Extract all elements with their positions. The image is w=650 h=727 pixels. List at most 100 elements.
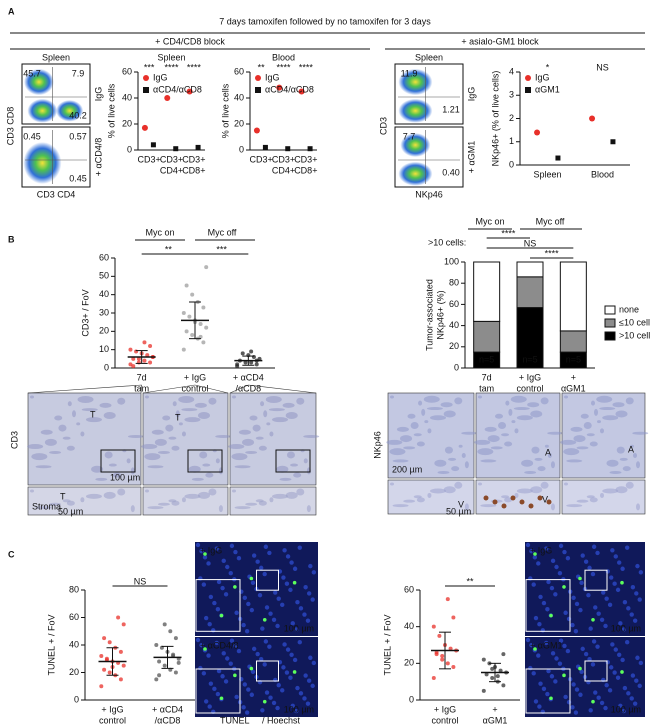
data-point [481, 657, 486, 662]
nucleus [284, 581, 290, 586]
nucleus [208, 681, 214, 686]
scale-label: 100 µm [284, 704, 314, 714]
micrograph-texture [282, 402, 295, 408]
nucleus [262, 571, 267, 577]
micrograph-texture [49, 450, 62, 454]
nucleus [251, 646, 257, 652]
nucleus [621, 627, 626, 632]
data-point [190, 333, 195, 337]
micrograph-texture [103, 411, 116, 419]
nucleus [276, 596, 281, 601]
nucleus [624, 545, 630, 550]
micrograph-texture [600, 428, 604, 434]
tunel-spot [233, 585, 237, 589]
micrograph-texture [487, 435, 500, 443]
micrograph-texture [165, 424, 174, 432]
nucleus [544, 546, 549, 551]
nucleus [583, 651, 589, 657]
nucleus [216, 579, 222, 585]
tunel-spot [233, 673, 237, 678]
flow-row-label: + αCD4/8 [93, 138, 103, 176]
nucleus [249, 692, 255, 697]
y-tick-label: 20 [404, 658, 414, 668]
micrograph-texture [285, 411, 298, 419]
nucleus [570, 705, 575, 710]
micrograph-texture [31, 453, 48, 461]
y-tick-label: 0 [74, 694, 79, 704]
data-point [184, 283, 189, 288]
data-point [190, 292, 195, 297]
significance: **** [545, 248, 560, 258]
tunel-spot [203, 552, 207, 556]
nucleus [591, 544, 597, 549]
nucleus [282, 548, 287, 553]
y-tick-label: 40 [99, 289, 109, 299]
micrograph-texture [511, 420, 516, 424]
legend-swatch [604, 331, 616, 341]
stain-label: NKp46 [372, 431, 382, 459]
micrograph-texture [540, 481, 549, 489]
micrograph-texture [168, 499, 177, 503]
micrograph-texture [430, 488, 447, 494]
micrograph-texture [544, 444, 549, 448]
nucleus [234, 610, 239, 615]
nucleus [302, 612, 307, 617]
y-axis-label: CD3+ / FoV [80, 289, 90, 336]
micrograph-texture [67, 401, 72, 407]
gate-value: 0.45 [69, 173, 87, 183]
panel-label: B [8, 234, 15, 244]
nucleus [263, 544, 269, 549]
guide-line [142, 384, 196, 394]
micrograph-texture [276, 465, 289, 473]
nucleus [620, 566, 625, 571]
micrograph-texture [609, 470, 622, 474]
micrograph-texture [514, 428, 519, 434]
flow-row-label: IgG [466, 87, 476, 102]
micrograph-texture [127, 434, 144, 438]
nucleus [228, 661, 233, 666]
nucleus [275, 705, 280, 711]
scale-label: 100 µm [611, 623, 641, 633]
data-point [451, 665, 456, 669]
micrograph-texture [480, 504, 497, 508]
legend-swatch [255, 87, 261, 93]
nucleus [620, 657, 625, 663]
x-tick-label: Blood [591, 169, 614, 179]
data-point [176, 660, 181, 665]
micrograph-texture [157, 450, 170, 454]
data-point [431, 624, 436, 629]
nucleus [201, 671, 207, 676]
nucleus [207, 622, 212, 627]
nucleus [308, 655, 313, 660]
data-point [121, 663, 126, 668]
nucleus [289, 560, 294, 565]
micrograph-texture [293, 472, 302, 478]
micrograph-texture [602, 488, 619, 494]
micrograph-texture [49, 502, 62, 506]
micrograph-texture [390, 482, 394, 486]
x-tick-label: + IgG [519, 372, 541, 382]
micrograph-texture [172, 401, 177, 407]
micrograph-texture [434, 459, 447, 467]
nucleus [546, 579, 551, 585]
data-point [445, 661, 450, 666]
micrograph-texture [478, 482, 482, 486]
micrograph-texture [154, 438, 167, 446]
nucleus [236, 648, 242, 654]
micrograph-texture [296, 488, 305, 496]
y-tick-label: 40 [234, 92, 244, 102]
inset [195, 579, 241, 632]
micrograph-texture [619, 457, 628, 461]
tunel-spot [578, 666, 582, 671]
significance: ** [466, 576, 474, 586]
y-tick-label: 20 [449, 341, 459, 351]
data-point [162, 622, 167, 627]
micrograph-texture [44, 438, 57, 446]
data-point [534, 129, 541, 136]
tunel-spot [578, 576, 582, 581]
micrograph-texture [215, 434, 232, 438]
data-point [201, 305, 206, 310]
data-point [131, 356, 136, 361]
flow-density [56, 100, 84, 122]
data-point [171, 652, 176, 657]
